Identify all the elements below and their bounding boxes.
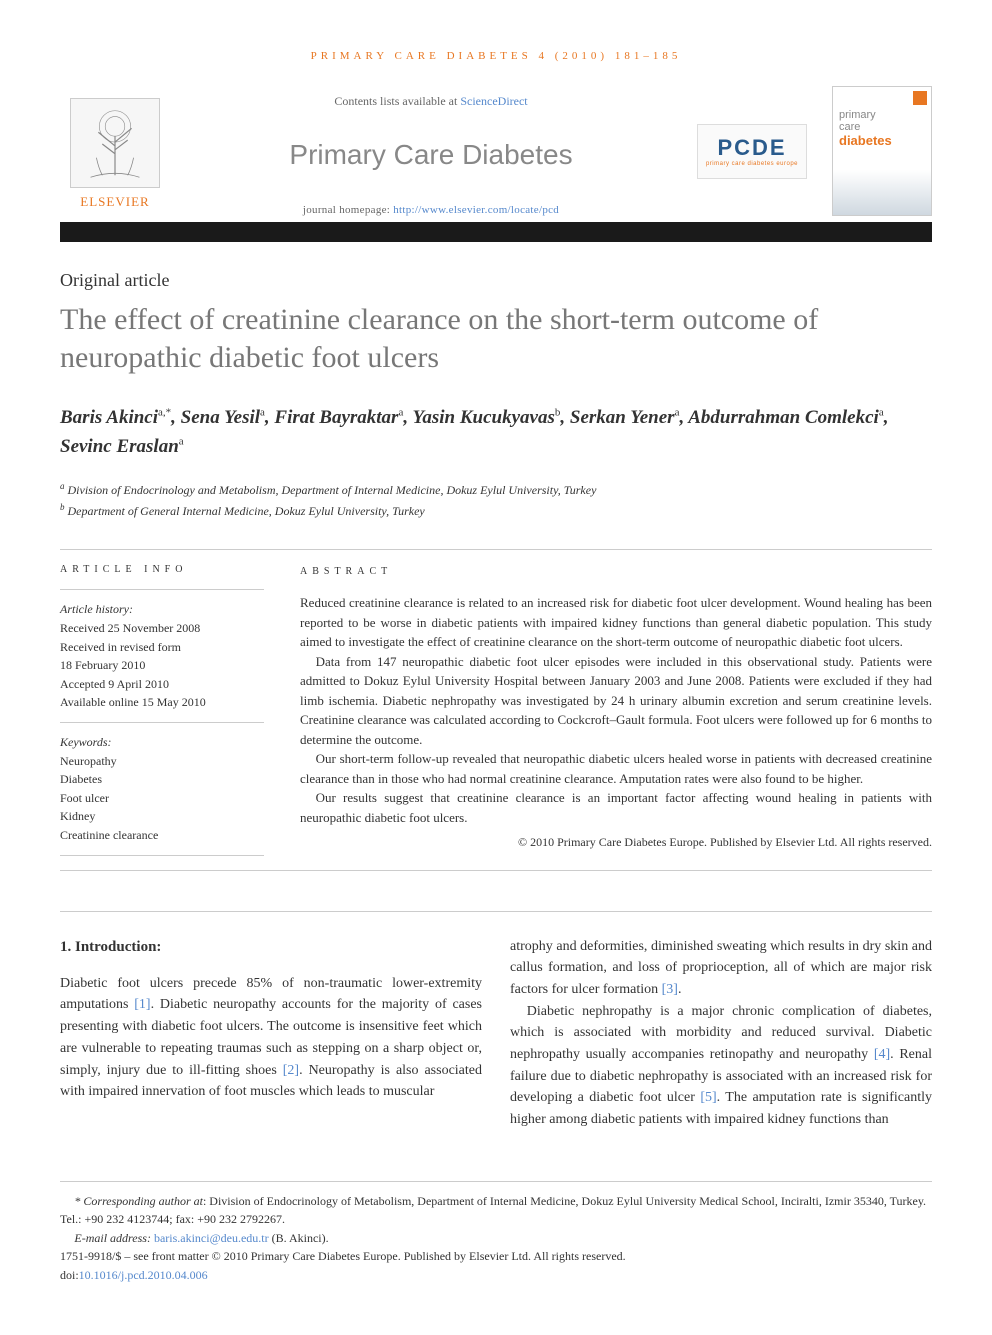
body-column-right: atrophy and deformities, diminished swea… (510, 936, 932, 1131)
article-history-label: Article history: (60, 600, 264, 619)
ref-link[interactable]: [5] (700, 1090, 716, 1105)
history-line: Received 25 November 2008 (60, 619, 264, 638)
body-column-left: 1. Introduction: Diabetic foot ulcers pr… (60, 936, 482, 1131)
section-rule (60, 911, 932, 912)
article-title: The effect of creatinine clearance on th… (60, 301, 932, 376)
abstract-column: abstract Reduced creatinine clearance is… (280, 550, 932, 869)
abstract-copyright: © 2010 Primary Care Diabetes Europe. Pub… (300, 833, 932, 851)
affiliation-b: b Department of General Internal Medicin… (60, 500, 932, 521)
body-paragraph: Diabetic foot ulcers precede 85% of non-… (60, 973, 482, 1103)
article-history-block: Article history: Received 25 November 20… (60, 589, 264, 722)
cover-word-care: care (839, 121, 925, 133)
ref-link[interactable]: [2] (283, 1063, 299, 1078)
body-text: Diabetic nephropathy is a major chronic … (510, 1004, 932, 1062)
cover-word-primary: primary (839, 109, 925, 121)
homepage-prefix: journal homepage: (303, 204, 393, 216)
cover-word-diabetes: diabetes (839, 133, 925, 148)
abstract-paragraph: Reduced creatinine clearance is related … (300, 593, 932, 652)
cover-gradient (833, 170, 931, 215)
cover-corner-icon (913, 91, 927, 105)
elsevier-tree-icon (70, 98, 160, 188)
pcde-subtitle: primary care diabetes europe (706, 161, 798, 167)
history-line: Accepted 9 April 2010 (60, 675, 264, 694)
pcde-letters: PCDE (717, 135, 786, 161)
masthead: ELSEVIER Contents lists available at Sci… (60, 86, 932, 216)
ref-link[interactable]: [4] (874, 1047, 890, 1062)
abstract-paragraph: Data from 147 neuropathic diabetic foot … (300, 652, 932, 750)
email-link[interactable]: baris.akinci@deu.edu.tr (154, 1231, 269, 1245)
journal-cover: primary care diabetes (812, 86, 932, 216)
ref-link[interactable]: [3] (662, 982, 678, 997)
affiliation-a-text: Division of Endocrinology and Metabolism… (68, 483, 597, 497)
abstract-paragraph: Our short-term follow-up revealed that n… (300, 749, 932, 788)
sciencedirect-link[interactable]: ScienceDirect (460, 94, 527, 108)
email-line: E-mail address: baris.akinci@deu.edu.tr … (60, 1229, 932, 1248)
body-paragraph: Diabetic nephropathy is a major chronic … (510, 1001, 932, 1131)
body-columns: 1. Introduction: Diabetic foot ulcers pr… (60, 936, 932, 1131)
corr-label: * Corresponding author at (74, 1194, 203, 1208)
running-header: primary care diabetes 4 (2010) 181–185 (60, 50, 932, 62)
issn-line: 1751-9918/$ – see front matter © 2010 Pr… (60, 1247, 932, 1266)
info-abstract-row: article info Article history: Received 2… (60, 549, 932, 870)
body-text: . (678, 982, 682, 997)
email-label: E-mail address: (74, 1231, 154, 1245)
affiliations: a Division of Endocrinology and Metaboli… (60, 479, 932, 521)
body-paragraph: atrophy and deformities, diminished swea… (510, 936, 932, 1001)
keyword: Neuropathy (60, 752, 264, 771)
contents-available-line: Contents lists available at ScienceDirec… (182, 94, 680, 109)
affiliation-b-text: Department of General Internal Medicine,… (68, 504, 425, 518)
authors: Baris Akincia,*, Sena Yesila, Firat Bayr… (60, 404, 932, 461)
article-info-column: article info Article history: Received 2… (60, 550, 280, 869)
article-info-heading: article info (60, 564, 264, 575)
pcde-logo: PCDE primary care diabetes europe (692, 86, 812, 216)
keywords-block: Keywords: Neuropathy Diabetes Foot ulcer… (60, 722, 264, 856)
ref-link[interactable]: [1] (134, 997, 150, 1012)
history-line: 18 February 2010 (60, 656, 264, 675)
elsevier-logo: ELSEVIER (60, 86, 170, 216)
keywords-label: Keywords: (60, 733, 264, 752)
footer-block: * Corresponding author at: Division of E… (60, 1181, 932, 1285)
elsevier-wordmark: ELSEVIER (80, 194, 149, 210)
history-line: Received in revised form (60, 638, 264, 657)
journal-name: Primary Care Diabetes (182, 139, 680, 171)
history-line: Available online 15 May 2010 (60, 693, 264, 712)
abstract-heading: abstract (300, 564, 932, 579)
masthead-center: Contents lists available at ScienceDirec… (170, 86, 692, 216)
homepage-link[interactable]: http://www.elsevier.com/locate/pcd (393, 204, 559, 216)
masthead-rule (60, 222, 932, 242)
keyword: Foot ulcer (60, 789, 264, 808)
keyword: Kidney (60, 807, 264, 826)
doi-link[interactable]: 10.1016/j.pcd.2010.04.006 (79, 1268, 208, 1282)
doi-prefix: doi: (60, 1268, 79, 1282)
keyword: Diabetes (60, 770, 264, 789)
section-heading-introduction: 1. Introduction: (60, 936, 482, 959)
affiliation-a: a Division of Endocrinology and Metaboli… (60, 479, 932, 500)
homepage-line: journal homepage: http://www.elsevier.co… (182, 204, 680, 216)
email-suffix: (B. Akinci). (269, 1231, 329, 1245)
body-text: atrophy and deformities, diminished swea… (510, 939, 932, 997)
article-type: Original article (60, 270, 932, 291)
contents-prefix: Contents lists available at (334, 94, 460, 108)
abstract-paragraph: Our results suggest that creatinine clea… (300, 788, 932, 827)
corresponding-author: * Corresponding author at: Division of E… (60, 1192, 932, 1229)
keyword: Creatinine clearance (60, 826, 264, 845)
doi-line: doi:10.1016/j.pcd.2010.04.006 (60, 1266, 932, 1285)
